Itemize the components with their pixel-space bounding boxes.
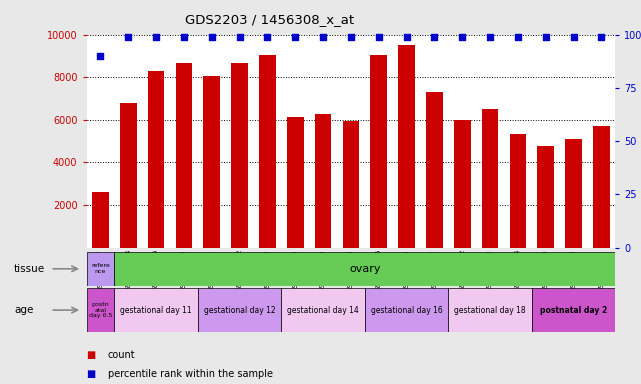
Bar <box>203 76 220 248</box>
Point <box>457 34 467 40</box>
Bar <box>198 288 281 332</box>
Bar <box>281 288 365 332</box>
Text: gestational day 14: gestational day 14 <box>287 306 359 314</box>
Bar <box>448 288 532 332</box>
Point <box>513 34 523 40</box>
Bar <box>259 55 276 248</box>
Bar <box>148 71 165 248</box>
Bar <box>510 134 526 248</box>
Point <box>429 34 440 40</box>
Text: gestational day 12: gestational day 12 <box>204 306 276 314</box>
Text: count: count <box>108 350 135 360</box>
Text: gestational day 16: gestational day 16 <box>370 306 442 314</box>
Bar <box>398 45 415 248</box>
Point <box>485 34 495 40</box>
Bar <box>454 120 470 248</box>
Point <box>96 53 106 59</box>
Text: percentile rank within the sample: percentile rank within the sample <box>108 369 272 379</box>
Text: ■: ■ <box>87 369 96 379</box>
Bar <box>537 146 554 248</box>
Point <box>346 34 356 40</box>
Text: ■: ■ <box>87 350 96 360</box>
Point <box>318 34 328 40</box>
Bar <box>287 117 304 248</box>
Bar <box>532 288 615 332</box>
Point <box>290 34 301 40</box>
Bar <box>315 114 331 248</box>
Bar <box>482 109 499 248</box>
Bar <box>92 192 109 248</box>
Bar <box>176 63 192 248</box>
Text: ovary: ovary <box>349 264 381 274</box>
Text: gestational day 18: gestational day 18 <box>454 306 526 314</box>
Bar <box>87 252 114 286</box>
Bar <box>426 92 443 248</box>
Bar <box>120 103 137 248</box>
Bar <box>87 288 114 332</box>
Point <box>179 34 189 40</box>
Text: age: age <box>14 305 33 315</box>
Text: GDS2203 / 1456308_x_at: GDS2203 / 1456308_x_at <box>185 13 354 26</box>
Bar <box>365 288 448 332</box>
Point <box>374 34 384 40</box>
Text: postnatal day 2: postnatal day 2 <box>540 306 607 314</box>
Bar <box>565 139 582 248</box>
Text: postn
atal
day 0.5: postn atal day 0.5 <box>88 302 112 318</box>
Bar <box>114 288 198 332</box>
Bar <box>231 63 248 248</box>
Text: tissue: tissue <box>14 264 46 274</box>
Point <box>123 34 133 40</box>
Bar <box>593 126 610 248</box>
Bar <box>342 121 360 248</box>
Point <box>151 34 162 40</box>
Point <box>401 34 412 40</box>
Point <box>596 34 606 40</box>
Text: refere
nce: refere nce <box>91 263 110 274</box>
Point <box>569 34 579 40</box>
Point <box>235 34 245 40</box>
Bar <box>370 55 387 248</box>
Point <box>540 34 551 40</box>
Text: gestational day 11: gestational day 11 <box>121 306 192 314</box>
Point <box>206 34 217 40</box>
Point <box>262 34 272 40</box>
